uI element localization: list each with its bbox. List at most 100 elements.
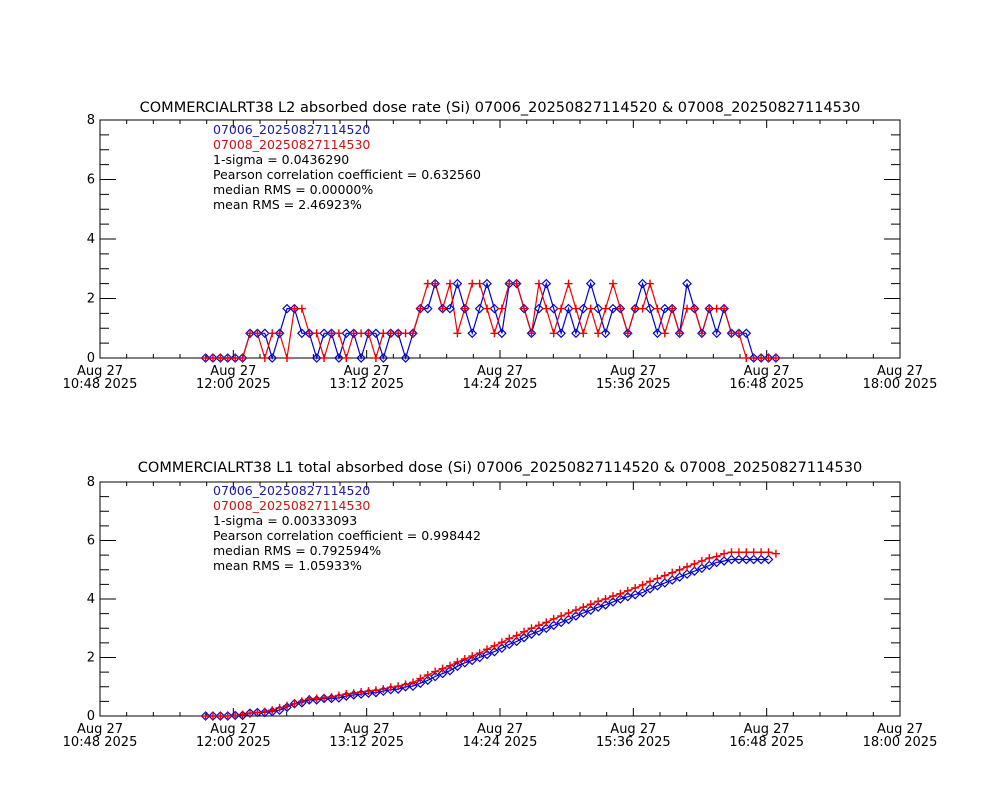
- data-point-diamond: [334, 353, 344, 363]
- data-point-plus: [683, 562, 692, 571]
- data-point-diamond: [571, 611, 581, 621]
- data-point-diamond: [415, 678, 426, 689]
- data-point-diamond: [741, 554, 752, 565]
- data-point-diamond: [748, 554, 759, 565]
- data-point-diamond: [437, 668, 448, 679]
- data-point-diamond: [637, 278, 648, 289]
- x-tick-label-time: 16:48 2025: [729, 377, 804, 392]
- data-point-plus: [697, 329, 706, 338]
- data-point-plus: [468, 652, 477, 661]
- data-point-plus: [468, 279, 477, 288]
- data-point-diamond: [548, 303, 559, 314]
- data-point-plus: [490, 641, 499, 650]
- data-point-diamond: [711, 328, 722, 339]
- x-tick-label-date: Aug 27: [77, 722, 123, 737]
- data-point-diamond: [430, 671, 441, 682]
- series-lines: [205, 551, 777, 717]
- data-point-plus: [431, 279, 440, 288]
- data-point-diamond: [422, 675, 433, 686]
- data-point-plus: [749, 548, 758, 557]
- data-point-plus: [201, 354, 210, 362]
- data-point-diamond: [600, 328, 611, 339]
- data-point-plus: [423, 671, 432, 680]
- data-point-plus: [631, 583, 640, 592]
- data-point-diamond: [756, 554, 766, 565]
- data-point-plus: [757, 354, 766, 362]
- data-point-plus: [638, 580, 647, 589]
- data-point-plus: [364, 687, 373, 696]
- data-point-plus: [534, 621, 543, 630]
- y-tick-labels: 0 2 4 6 8: [87, 113, 95, 366]
- data-point-diamond: [504, 639, 515, 650]
- data-point-plus: [712, 304, 721, 313]
- data-point-diamond: [297, 328, 307, 339]
- data-point-plus: [357, 329, 366, 338]
- x-tick-label-date: Aug 27: [877, 722, 923, 737]
- data-point-plus: [438, 304, 447, 313]
- data-point-plus: [549, 329, 558, 338]
- data-point-diamond: [378, 353, 389, 363]
- data-point-diamond: [311, 353, 322, 363]
- legend-series-2: 07008_20250827114530: [213, 137, 370, 152]
- data-point-diamond: [534, 303, 544, 314]
- data-point-plus: [401, 329, 410, 338]
- x-tick-label-time: 10:48 2025: [63, 377, 138, 392]
- data-point-plus: [327, 329, 336, 338]
- data-point-plus: [638, 304, 647, 313]
- stat-pearson: Pearson correlation coefficient = 0.6325…: [213, 167, 481, 182]
- data-point-plus: [697, 556, 706, 565]
- data-point-diamond: [541, 278, 552, 289]
- data-point-plus: [734, 548, 743, 557]
- data-point-diamond: [452, 661, 463, 672]
- data-point-diamond: [378, 686, 389, 696]
- y-tick-label: 0: [87, 709, 95, 724]
- x-tick-label-date: Aug 27: [344, 722, 390, 737]
- data-point-plus: [520, 627, 529, 636]
- data-point-plus: [446, 661, 454, 670]
- legend-series-2: 07008_20250827114530: [213, 498, 370, 513]
- data-point-diamond: [341, 691, 352, 701]
- data-point-diamond: [511, 636, 522, 647]
- data-point-plus: [460, 654, 469, 663]
- data-point-plus: [416, 304, 425, 313]
- data-point-plus: [268, 706, 277, 715]
- y-tick-label: 0: [87, 351, 95, 366]
- data-point-plus: [646, 577, 654, 586]
- chart-dose-rate: COMMERCIALRT38 L2 absorbed dose rate (Si…: [63, 100, 938, 392]
- data-point-plus: [453, 329, 462, 338]
- data-point-diamond: [571, 328, 581, 339]
- data-point-diamond: [659, 578, 670, 588]
- data-point-plus: [320, 354, 329, 362]
- data-point-plus: [653, 304, 662, 313]
- legend-series-1: 07006_20250827114520: [213, 122, 370, 137]
- data-point-plus: [564, 279, 573, 288]
- data-point-plus: [231, 711, 240, 720]
- data-point-plus: [379, 329, 388, 338]
- data-point-plus: [557, 304, 566, 313]
- data-point-diamond: [578, 608, 589, 618]
- data-point-diamond: [682, 278, 692, 289]
- data-point-plus: [490, 329, 499, 338]
- series-line-1: [205, 558, 769, 717]
- data-point-diamond: [519, 632, 529, 643]
- data-point-diamond: [659, 303, 670, 314]
- data-point-plus: [208, 712, 217, 720]
- data-point-plus: [520, 304, 529, 313]
- data-point-plus: [512, 631, 521, 640]
- data-point-diamond: [282, 303, 292, 314]
- x-tick-label-date: Aug 27: [477, 364, 523, 379]
- stat-median-rms: median RMS = 0.792594%: [213, 543, 381, 558]
- data-point-plus: [542, 618, 551, 627]
- data-point-plus: [379, 685, 388, 694]
- data-point-diamond: [467, 328, 478, 339]
- data-point-plus: [771, 354, 780, 362]
- data-point-plus: [557, 611, 566, 620]
- data-point-diamond: [482, 649, 492, 660]
- data-point-diamond: [578, 303, 589, 314]
- data-point-diamond: [734, 554, 744, 565]
- data-point-diamond: [497, 328, 507, 339]
- data-point-diamond: [474, 652, 485, 663]
